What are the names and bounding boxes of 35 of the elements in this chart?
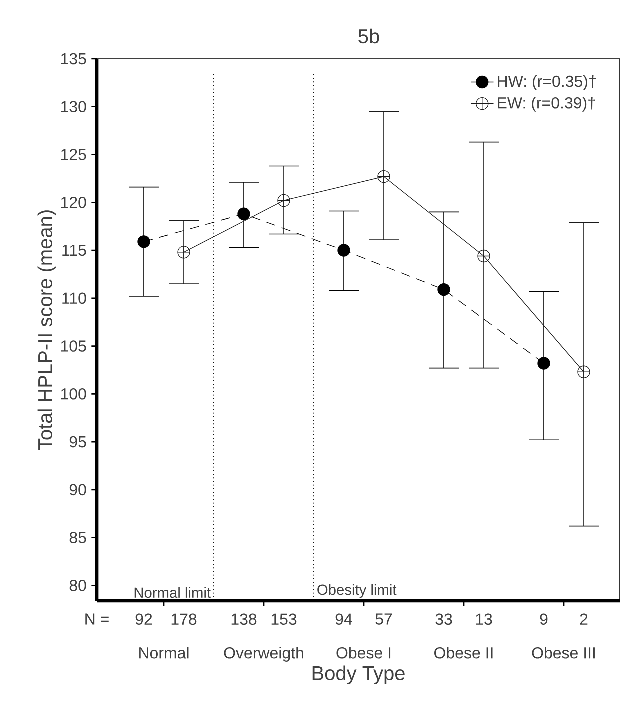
x-tick-label: Overweigth: [224, 647, 304, 662]
y-tick-label: 105: [61, 340, 86, 352]
text: 9: [540, 614, 548, 626]
y-axis-title: Total HPLP-II score (mean): [38, 210, 56, 450]
annotation: Normal limit: [134, 587, 211, 598]
x-tick-label: Obese I: [336, 647, 391, 659]
y-tick-label: 100: [61, 388, 86, 400]
legend-label: EW: (r=0.39)†: [498, 97, 596, 112]
chart-title: 5b: [358, 28, 380, 44]
y-tick-label: 85: [70, 532, 86, 544]
y-tick-label: 130: [61, 101, 86, 113]
text: 94: [336, 614, 352, 626]
text: 153: [272, 614, 297, 626]
text: 33: [436, 614, 452, 626]
x-axis-title: Body Type: [312, 666, 405, 684]
y-tick-label: 125: [61, 149, 86, 160]
text: 2: [580, 614, 588, 625]
y-tick-label: 120: [61, 196, 86, 208]
text: 178: [172, 614, 197, 626]
y-tick-label: 80: [70, 580, 86, 592]
x-tick-label: Obese III: [532, 647, 595, 659]
text: 13: [476, 614, 492, 626]
text: 57: [376, 614, 392, 625]
y-tick-label: 115: [62, 244, 86, 256]
text: 92: [136, 614, 152, 626]
text: 138: [232, 614, 257, 626]
x-tick-label: Normal: [140, 647, 189, 659]
y-tick-label: 110: [62, 292, 86, 304]
y-tick-label: 90: [70, 484, 86, 496]
legend-label: HW: (r=0.35)†: [498, 75, 596, 90]
x-tick-label: Obese II: [434, 647, 493, 659]
y-tick-label: 135: [61, 53, 86, 65]
text: N =: [86, 614, 109, 625]
y-tick-label: 95: [70, 436, 86, 448]
annotation: Obesity limit: [318, 584, 397, 598]
